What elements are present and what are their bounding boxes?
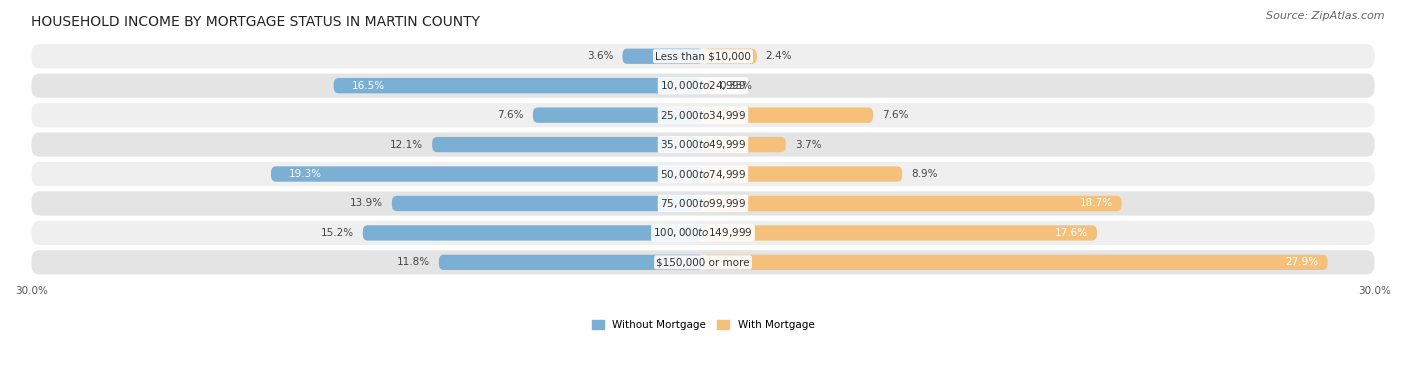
FancyBboxPatch shape bbox=[363, 225, 703, 240]
FancyBboxPatch shape bbox=[392, 196, 703, 211]
Text: 13.9%: 13.9% bbox=[350, 198, 382, 209]
Text: $35,000 to $49,999: $35,000 to $49,999 bbox=[659, 138, 747, 151]
FancyBboxPatch shape bbox=[703, 137, 786, 152]
Text: 19.3%: 19.3% bbox=[288, 169, 322, 179]
FancyBboxPatch shape bbox=[703, 49, 756, 64]
Text: Source: ZipAtlas.com: Source: ZipAtlas.com bbox=[1267, 11, 1385, 21]
FancyBboxPatch shape bbox=[31, 44, 1375, 68]
Text: 7.6%: 7.6% bbox=[498, 110, 524, 120]
Text: $50,000 to $74,999: $50,000 to $74,999 bbox=[659, 167, 747, 181]
Legend: Without Mortgage, With Mortgage: Without Mortgage, With Mortgage bbox=[592, 320, 814, 330]
Text: 16.5%: 16.5% bbox=[352, 81, 385, 91]
FancyBboxPatch shape bbox=[31, 250, 1375, 274]
FancyBboxPatch shape bbox=[623, 49, 703, 64]
Text: 15.2%: 15.2% bbox=[321, 228, 354, 238]
Text: $75,000 to $99,999: $75,000 to $99,999 bbox=[659, 197, 747, 210]
FancyBboxPatch shape bbox=[31, 133, 1375, 156]
FancyBboxPatch shape bbox=[31, 162, 1375, 186]
Text: $150,000 or more: $150,000 or more bbox=[657, 257, 749, 267]
FancyBboxPatch shape bbox=[31, 221, 1375, 245]
Text: 2.4%: 2.4% bbox=[766, 51, 792, 61]
FancyBboxPatch shape bbox=[432, 137, 703, 152]
Text: 0.33%: 0.33% bbox=[720, 81, 752, 91]
Text: 7.6%: 7.6% bbox=[882, 110, 908, 120]
Text: HOUSEHOLD INCOME BY MORTGAGE STATUS IN MARTIN COUNTY: HOUSEHOLD INCOME BY MORTGAGE STATUS IN M… bbox=[31, 15, 481, 29]
Text: $25,000 to $34,999: $25,000 to $34,999 bbox=[659, 108, 747, 122]
Text: 3.7%: 3.7% bbox=[794, 139, 821, 150]
FancyBboxPatch shape bbox=[703, 225, 1097, 240]
FancyBboxPatch shape bbox=[271, 166, 703, 182]
FancyBboxPatch shape bbox=[31, 191, 1375, 215]
Text: 27.9%: 27.9% bbox=[1285, 257, 1319, 267]
Text: 12.1%: 12.1% bbox=[389, 139, 423, 150]
Text: 11.8%: 11.8% bbox=[396, 257, 430, 267]
Text: Less than $10,000: Less than $10,000 bbox=[655, 51, 751, 61]
Text: $10,000 to $24,999: $10,000 to $24,999 bbox=[659, 79, 747, 92]
FancyBboxPatch shape bbox=[703, 78, 710, 93]
Text: 8.9%: 8.9% bbox=[911, 169, 938, 179]
FancyBboxPatch shape bbox=[533, 107, 703, 123]
FancyBboxPatch shape bbox=[31, 74, 1375, 98]
Text: 3.6%: 3.6% bbox=[586, 51, 613, 61]
Text: $100,000 to $149,999: $100,000 to $149,999 bbox=[654, 226, 752, 239]
FancyBboxPatch shape bbox=[703, 196, 1122, 211]
FancyBboxPatch shape bbox=[31, 103, 1375, 127]
FancyBboxPatch shape bbox=[439, 255, 703, 270]
Text: 18.7%: 18.7% bbox=[1080, 198, 1112, 209]
FancyBboxPatch shape bbox=[703, 107, 873, 123]
FancyBboxPatch shape bbox=[333, 78, 703, 93]
FancyBboxPatch shape bbox=[703, 166, 903, 182]
FancyBboxPatch shape bbox=[703, 255, 1327, 270]
Text: 17.6%: 17.6% bbox=[1054, 228, 1088, 238]
